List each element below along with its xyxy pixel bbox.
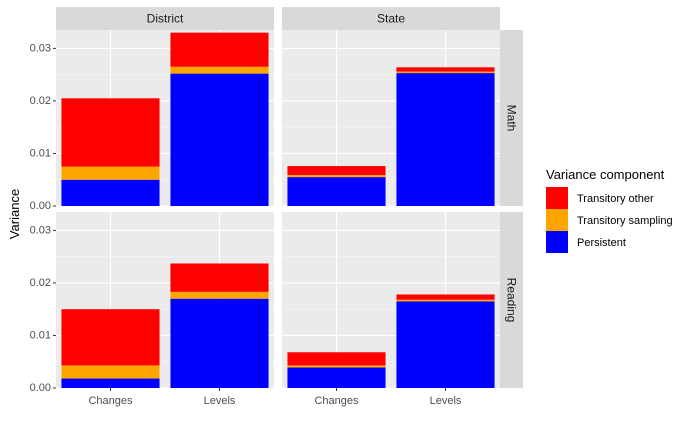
bar-district-reading-levels-persistent bbox=[170, 298, 269, 388]
legend-title: Variance component bbox=[546, 167, 665, 182]
bar-district-math-levels-transitory-other bbox=[170, 32, 269, 67]
bar-district-reading-changes-transitory-other bbox=[61, 309, 160, 366]
bar-state-math-levels-transitory-sampling bbox=[396, 71, 495, 74]
y-tick-label: 0.03 bbox=[30, 224, 51, 236]
legend-label-transitory-sampling: Transitory sampling bbox=[577, 215, 673, 227]
bar-district-math-levels-persistent bbox=[170, 73, 269, 206]
strip-math: Math bbox=[500, 30, 523, 206]
bar-state-math-levels-persistent bbox=[396, 73, 495, 206]
strip-label-state: State bbox=[377, 12, 405, 26]
strip-background bbox=[56, 7, 274, 30]
y-tick-label: 0.02 bbox=[30, 95, 51, 107]
bar-state-reading-levels-persistent bbox=[396, 301, 495, 388]
axes: 0.00 0.01 0.02 0.03 0.00 0.01 0.02 0.03 Changes L… bbox=[30, 42, 462, 407]
bar-district-reading-changes-transitory-sampling bbox=[61, 365, 160, 379]
bar-state-reading-levels-transitory-sampling bbox=[396, 299, 495, 302]
y-tick-label: 0.00 bbox=[30, 382, 51, 394]
strip-district: District bbox=[56, 7, 274, 30]
y-tick-label: 0.00 bbox=[30, 200, 51, 212]
strip-label-reading: Reading bbox=[505, 278, 519, 323]
legend-label-transitory-other: Transitory other bbox=[577, 193, 654, 205]
y-tick-label: 0.02 bbox=[30, 277, 51, 289]
strip-background bbox=[282, 7, 500, 30]
strip-label-math: Math bbox=[505, 105, 519, 132]
legend-label-persistent: Persistent bbox=[577, 237, 626, 249]
x-tick-label-changes: Changes bbox=[88, 395, 133, 407]
bar-state-reading-changes-transitory-sampling bbox=[287, 365, 386, 368]
bar-state-math-levels-transitory-other bbox=[396, 67, 495, 72]
bar-state-math-changes-transitory-other bbox=[287, 166, 386, 176]
bar-state-math-changes-transitory-sampling bbox=[287, 175, 386, 178]
bar-district-math-levels-transitory-sampling bbox=[170, 66, 269, 74]
bar-district-reading-levels-transitory-sampling bbox=[170, 291, 269, 299]
bar-state-math-changes-persistent bbox=[287, 177, 386, 206]
strip-background bbox=[500, 212, 523, 388]
strip-reading: Reading bbox=[500, 212, 523, 388]
bar-district-math-changes-persistent bbox=[61, 179, 160, 206]
panel-state-reading bbox=[282, 212, 500, 389]
bar-state-reading-levels-transitory-other bbox=[396, 294, 495, 300]
facet-panels bbox=[56, 30, 500, 389]
y-tick-label: 0.01 bbox=[30, 329, 51, 341]
y-tick-label: 0.01 bbox=[30, 147, 51, 159]
strip-background bbox=[500, 30, 523, 206]
legend-key-persistent bbox=[546, 231, 568, 253]
x-tick-label-levels: Levels bbox=[204, 395, 236, 407]
strip-label-district: District bbox=[147, 12, 184, 26]
facet-strips: Math Reading District State bbox=[56, 7, 523, 388]
bar-district-reading-changes-persistent bbox=[61, 378, 160, 388]
x-tick-label-levels: Levels bbox=[430, 395, 462, 407]
y-axis-title: Variance bbox=[7, 189, 22, 239]
bar-state-reading-changes-persistent bbox=[287, 367, 386, 388]
bar-district-reading-levels-transitory-other bbox=[170, 263, 269, 292]
panel-state-math bbox=[282, 30, 500, 207]
x-tick-label-changes: Changes bbox=[314, 395, 359, 407]
bar-district-math-changes-transitory-sampling bbox=[61, 166, 160, 180]
legend-key-transitory-sampling bbox=[546, 209, 568, 231]
panel-district-math bbox=[56, 30, 274, 207]
bar-state-reading-changes-transitory-other bbox=[287, 352, 386, 366]
legend-key-transitory-other bbox=[546, 187, 568, 209]
y-tick-label: 0.03 bbox=[30, 42, 51, 54]
bar-district-math-changes-transitory-other bbox=[61, 98, 160, 167]
strip-state: State bbox=[282, 7, 500, 30]
legend: Variance component Transitory other Tran… bbox=[546, 167, 673, 253]
panel-district-reading bbox=[56, 212, 274, 389]
